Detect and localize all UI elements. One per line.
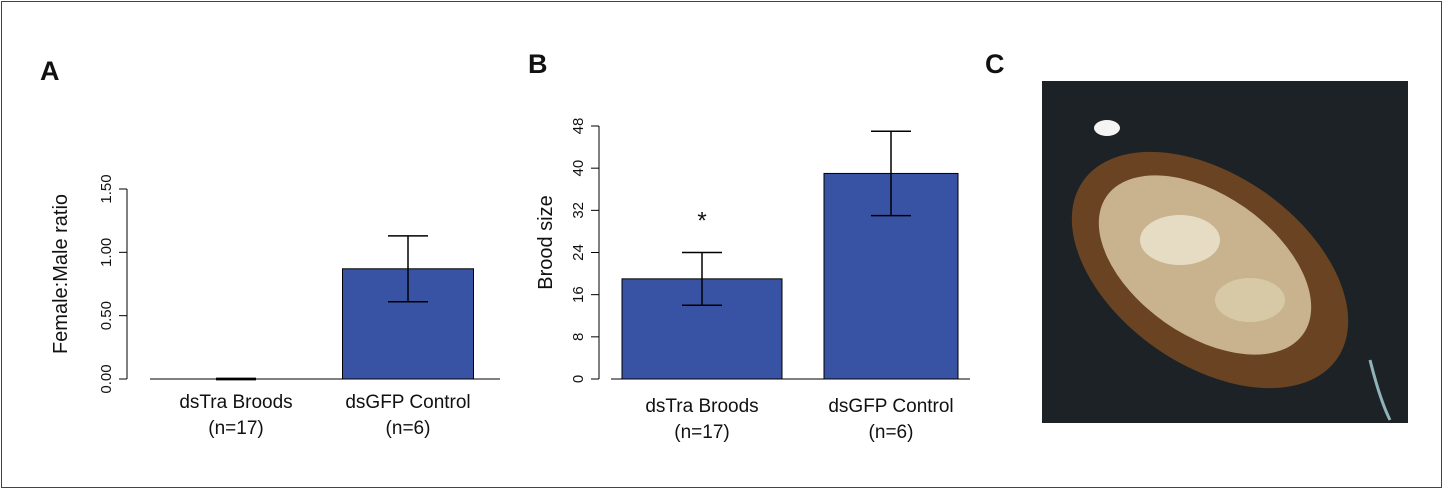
y-tick-label: 0.00	[98, 364, 115, 393]
y-tick-label: 1.00	[98, 238, 115, 267]
panel-label: A	[40, 56, 60, 86]
photo	[1042, 81, 1408, 423]
y-tick-label: 1.50	[98, 174, 115, 203]
y-axis-label: Brood size	[535, 195, 557, 290]
y-tick-label: 32	[570, 202, 587, 219]
error-bar	[216, 377, 256, 381]
y-tick-label: 16	[570, 286, 587, 303]
panel-label: C	[985, 49, 1005, 79]
y-tick-label: 0	[570, 375, 587, 383]
y-tick-label: 8	[570, 333, 587, 341]
x-tick-label: dsTra Broods (n=17)	[645, 396, 758, 443]
y-tick-label: 24	[570, 244, 587, 261]
error-bar	[388, 235, 428, 303]
annotation: *	[697, 208, 706, 235]
y-tick-label: 0.50	[98, 301, 115, 330]
error-bar	[871, 130, 911, 217]
error-bar	[682, 251, 722, 306]
x-tick-label: dsGFP Control (n=6)	[345, 392, 470, 439]
y-tick-label: 48	[570, 118, 587, 135]
y-tick-label: 40	[570, 160, 587, 177]
x-tick-label: dsTra Broods (n=17)	[179, 392, 292, 439]
panel-label: B	[528, 49, 548, 79]
x-tick-label: dsGFP Control (n=6)	[828, 396, 953, 443]
y-axis-label: Female:Male ratio	[50, 194, 72, 354]
